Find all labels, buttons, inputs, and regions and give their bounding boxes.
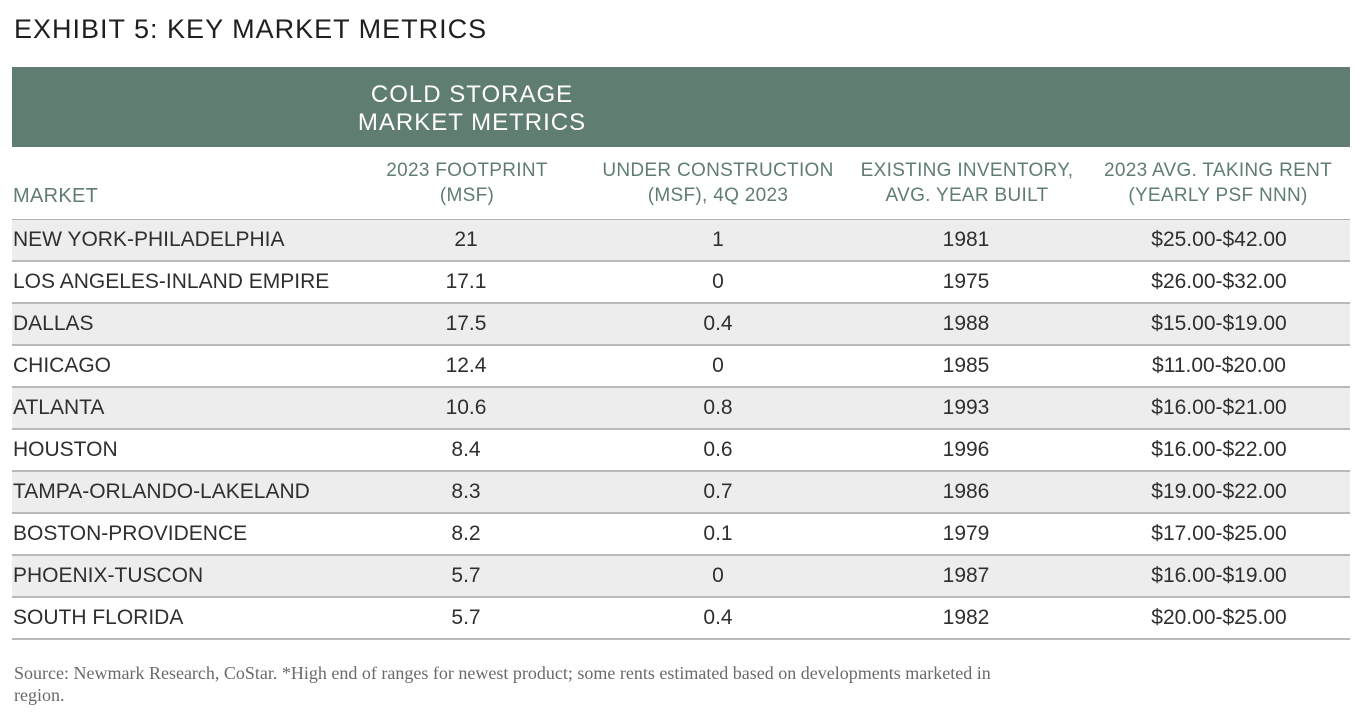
- cell-under-construction: 0.4: [703, 312, 733, 335]
- column-header-rent-line2: (YEARLY PSF NNN): [1128, 185, 1308, 206]
- cell-year-built: 1988: [942, 312, 990, 335]
- cell-footprint: 5.7: [451, 564, 481, 587]
- cell-footprint: 8.3: [451, 480, 481, 503]
- table-row: SOUTH FLORIDA 5.7 0.4 1982 $20.00-$25.00: [12, 598, 1350, 640]
- cell-footprint: 8.4: [451, 438, 481, 461]
- cell-under-construction: 0.8: [703, 396, 733, 419]
- cell-under-construction: 0.4: [703, 606, 733, 629]
- cell-market: BOSTON-PROVIDENCE: [13, 522, 248, 545]
- cell-market: HOUSTON: [13, 438, 118, 461]
- source-note: Source: Newmark Research, CoStar. *High …: [14, 663, 991, 705]
- column-header-under-construction: UNDER CONSTRUCTION (MSF), 4Q 2023: [586, 158, 850, 214]
- cell-under-construction: 0: [712, 564, 724, 587]
- cell-market: DALLAS: [13, 312, 94, 335]
- cell-market: CHICAGO: [13, 354, 112, 377]
- cell-footprint: 12.4: [445, 354, 487, 377]
- cell-under-construction: 0: [712, 354, 724, 377]
- cell-year-built: 1981: [942, 228, 990, 251]
- cell-year-built: 1987: [942, 564, 990, 587]
- cell-rent: $16.00-$19.00: [1151, 564, 1287, 587]
- table-row: ATLANTA 10.6 0.8 1993 $16.00-$21.00: [12, 388, 1350, 430]
- cell-year-built: 1996: [942, 438, 990, 461]
- cell-rent: $25.00-$42.00: [1151, 228, 1287, 251]
- column-header-year-built-line1: EXISTING INVENTORY,: [860, 160, 1074, 181]
- cell-year-built: 1975: [942, 270, 990, 293]
- cell-footprint: 8.2: [451, 522, 481, 545]
- cell-market: LOS ANGELES-INLAND EMPIRE: [13, 270, 330, 293]
- group-header-line1: COLD STORAGE: [370, 81, 574, 108]
- cell-rent: $19.00-$22.00: [1151, 480, 1287, 503]
- column-header-footprint-line2: (MSF): [439, 185, 495, 206]
- cell-rent: $20.00-$25.00: [1151, 606, 1287, 629]
- table-row: BOSTON-PROVIDENCE 8.2 0.1 1979 $17.00-$25.00: [12, 514, 1350, 556]
- table-row: PHOENIX-TUSCON 5.7 0 1987 $16.00-$19.00: [12, 556, 1350, 598]
- column-header-under-construction-line1: UNDER CONSTRUCTION: [602, 160, 834, 181]
- cell-rent: $17.00-$25.00: [1151, 522, 1287, 545]
- cell-under-construction: 0.7: [703, 480, 733, 503]
- cell-footprint: 17.5: [445, 312, 487, 335]
- cell-rent: $16.00-$22.00: [1151, 438, 1287, 461]
- header-banner: COLD STORAGE MARKET METRICS: [12, 67, 1350, 147]
- cell-rent: $26.00-$32.00: [1151, 270, 1287, 293]
- cell-year-built: 1985: [942, 354, 990, 377]
- cell-footprint: 17.1: [445, 270, 487, 293]
- cell-footprint: 10.6: [445, 396, 487, 419]
- table-row: NEW YORK-PHILADELPHIA 21 1 1981 $25.00-$42.0…: [12, 220, 1350, 262]
- table-row: HOUSTON 8.4 0.6 1996 $16.00-$22.00: [12, 430, 1350, 472]
- cell-rent: $16.00-$21.00: [1151, 396, 1287, 419]
- cell-under-construction: 0: [712, 270, 724, 293]
- cell-year-built: 1993: [942, 396, 990, 419]
- table-row: DALLAS 17.5 0.4 1988 $15.00-$19.00: [12, 304, 1350, 346]
- cell-year-built: 1982: [942, 606, 990, 629]
- cell-rent: $11.00-$20.00: [1152, 354, 1286, 377]
- column-header-year-built: EXISTING INVENTORY, AVG. YEAR BUILT: [842, 158, 1092, 214]
- cell-market: ATLANTA: [13, 396, 105, 419]
- column-header-market: MARKET: [13, 185, 99, 207]
- column-header-rent-line1: 2023 AVG. TAKING RENT: [1103, 160, 1333, 181]
- column-header-year-built-line2: AVG. YEAR BUILT: [885, 185, 1049, 206]
- table-row: CHICAGO 12.4 0 1985 $11.00-$20.00: [12, 346, 1350, 388]
- cell-market: SOUTH FLORIDA: [13, 606, 184, 629]
- cell-market: NEW YORK-PHILADELPHIA: [13, 228, 285, 251]
- cell-under-construction: 0.6: [703, 438, 733, 461]
- cell-year-built: 1979: [942, 522, 990, 545]
- cell-under-construction: 1: [712, 228, 724, 251]
- exhibit-title: EXHIBIT 5: KEY MARKET METRICS: [14, 14, 488, 44]
- group-header-line2: MARKET METRICS: [357, 109, 587, 136]
- cell-footprint: 5.7: [451, 606, 481, 629]
- group-header: COLD STORAGE MARKET METRICS: [302, 81, 642, 137]
- market-table-body: NEW YORK-PHILADELPHIA 21 1 1981 $25.00-$42.0…: [12, 219, 1350, 640]
- table-row: TAMPA-ORLANDO-LAKELAND 8.3 0.7 1986 $19.00-$…: [12, 472, 1350, 514]
- table-row: LOS ANGELES-INLAND EMPIRE 17.1 0 1975 $26.00…: [12, 262, 1350, 304]
- cell-under-construction: 0.1: [703, 522, 733, 545]
- cell-year-built: 1986: [942, 480, 990, 503]
- column-header-footprint-line1: 2023 FOOTPRINT: [386, 160, 548, 181]
- cell-rent: $15.00-$19.00: [1151, 312, 1287, 335]
- cell-footprint: 21: [454, 228, 478, 251]
- column-header-footprint: 2023 FOOTPRINT (MSF): [342, 158, 592, 214]
- column-header-rent: 2023 AVG. TAKING RENT (YEARLY PSF NNN): [1086, 158, 1350, 214]
- cell-market: PHOENIX-TUSCON: [13, 564, 204, 587]
- column-header-under-construction-line2: (MSF), 4Q 2023: [647, 185, 789, 206]
- cell-market: TAMPA-ORLANDO-LAKELAND: [13, 480, 310, 503]
